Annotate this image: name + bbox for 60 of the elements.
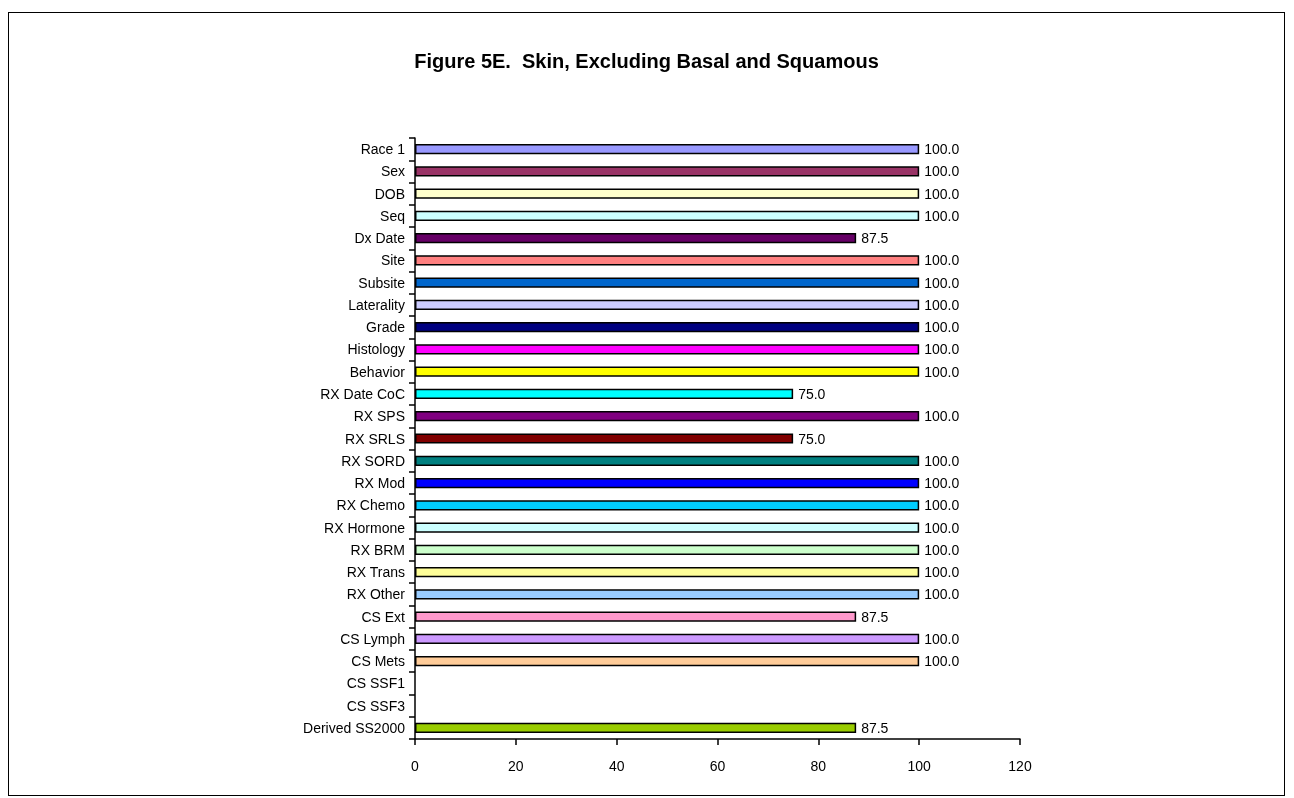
data-label: 100.0 [924,519,960,536]
data-label: 100.0 [924,274,960,291]
data-label: 100.0 [924,341,960,358]
y-tick-label: CS Lymph [340,630,405,647]
y-tick-label: Dx Date [354,230,406,247]
chart-title: Figure 5E. Skin, Excluding Basal and Squamous [414,50,879,72]
y-tick-label: CS SSF1 [346,675,406,692]
data-label: 75.0 [798,430,826,447]
y-tick-label: CS Ext [361,608,406,625]
x-tick-label: 20 [508,758,524,774]
x-tick-label: 60 [709,758,726,774]
y-tick-label: Histology [347,341,405,358]
y-tick-label: DOB [374,185,405,202]
data-label: 100.0 [924,497,960,514]
y-tick-label: RX Hormone [324,519,406,536]
y-tick-label: RX SPS [353,408,405,425]
x-tick-label: 120 [1008,758,1032,774]
y-tick-label: Site [380,252,406,269]
data-label: 100.0 [924,586,960,603]
y-tick-label: RX Chemo [336,497,406,514]
data-label: 100.0 [924,163,960,180]
data-label: 100.0 [924,319,960,336]
y-tick-label: Seq [380,207,405,224]
y-tick-label: Sex [380,163,405,180]
data-label: 100.0 [924,207,960,224]
x-tick-label: 100 [907,758,932,774]
data-label: 100.0 [924,452,960,469]
y-tick-label: Subsite [358,274,406,291]
x-tick-label: 0 [411,758,420,774]
y-tick-label: Derived SS2000 [303,719,406,736]
data-label: 100.0 [924,408,960,425]
data-label: 100.0 [924,564,960,581]
x-tick-label: 40 [608,758,625,774]
data-label: 87.5 [861,719,889,736]
data-label: 100.0 [924,296,960,313]
y-tick-label: RX SORD [341,452,405,469]
data-label: 87.5 [861,608,889,625]
data-label: 75.0 [798,385,826,402]
data-label: 100.0 [924,653,960,670]
x-tick-label: 80 [810,758,827,774]
data-label: 100.0 [924,141,960,158]
y-tick-label: CS SSF3 [346,697,406,714]
y-tick-label: RX Other [346,586,406,603]
y-tick-label: RX Mod [354,475,405,492]
y-tick-label: RX BRM [350,541,405,558]
y-tick-label: RX Trans [346,564,405,581]
y-tick-label: Laterality [348,296,405,313]
data-label: 100.0 [924,475,960,492]
y-tick-label: RX Date CoC [320,385,405,402]
y-tick-label: CS Mets [351,653,405,670]
data-label: 100.0 [924,252,960,269]
y-tick-label: Behavior [349,363,406,380]
data-label: 100.0 [924,185,960,202]
data-label: 100.0 [924,630,960,647]
data-label: 100.0 [924,541,960,558]
y-tick-label: RX SRLS [345,430,405,447]
data-label: 87.5 [861,230,889,247]
y-tick-label: Race 1 [360,141,406,158]
y-tick-label: Grade [366,319,406,336]
data-label: 100.0 [924,363,960,380]
